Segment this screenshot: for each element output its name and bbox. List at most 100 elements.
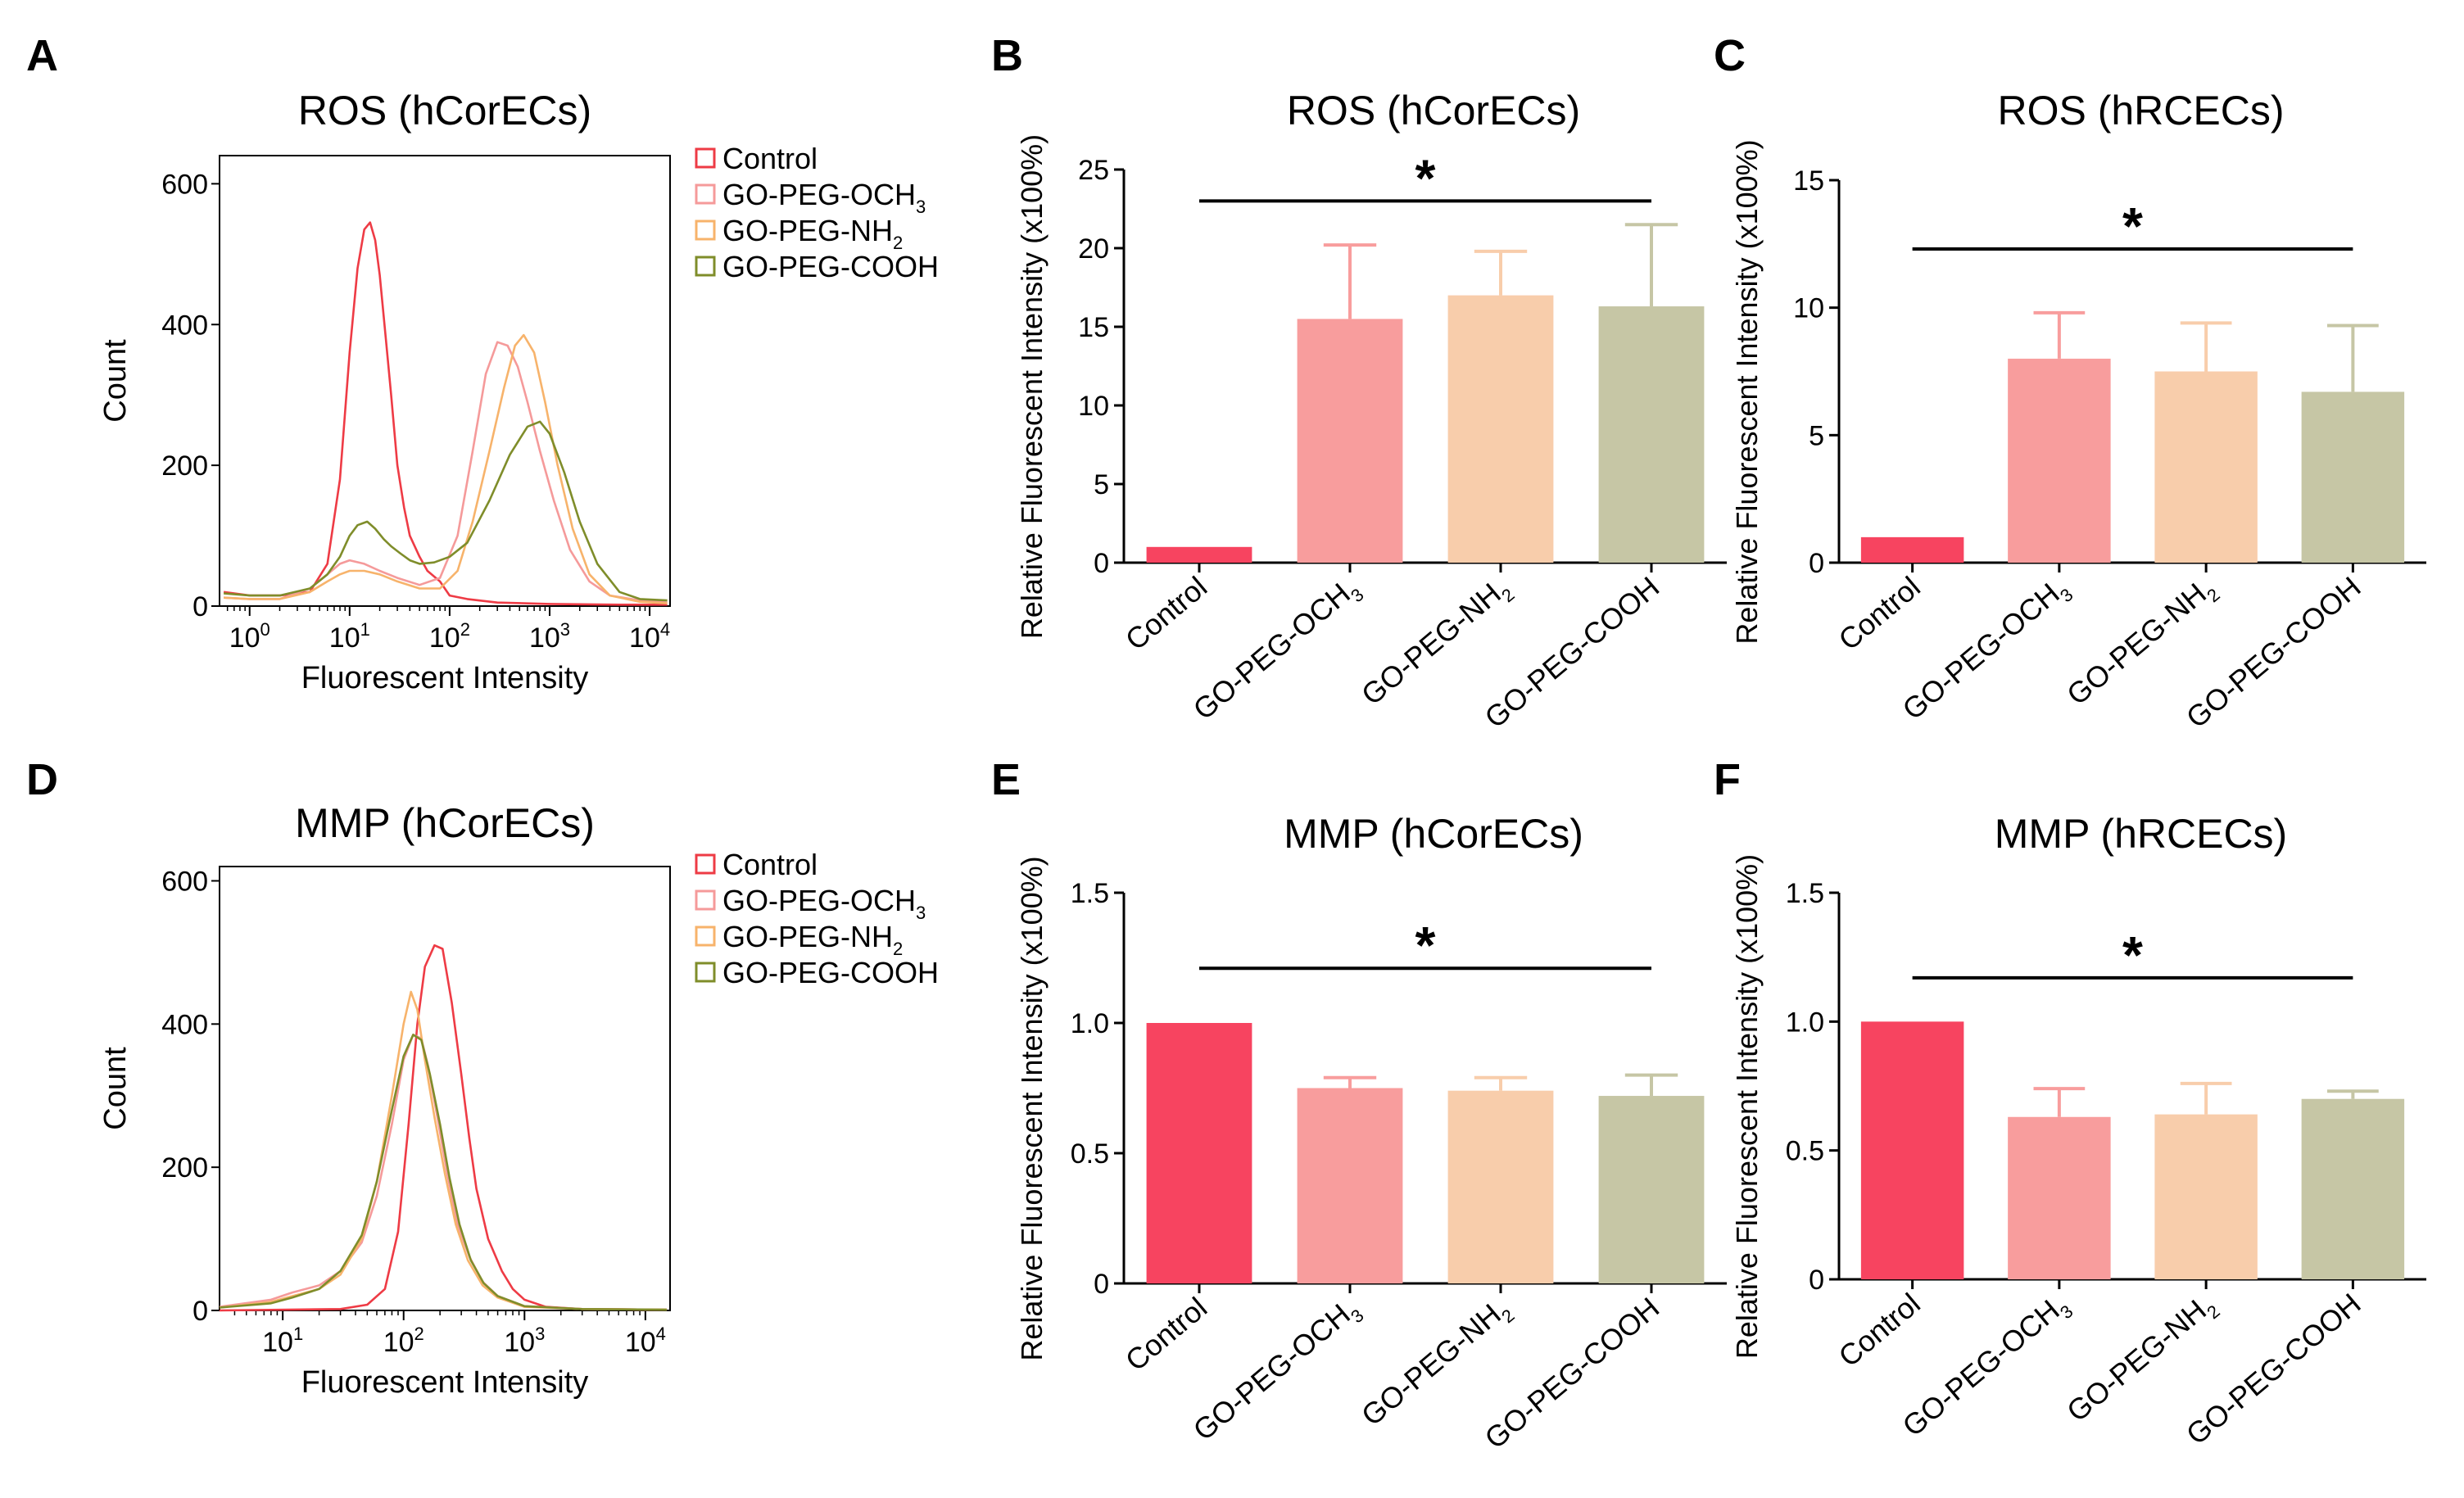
category-label-text: Control — [1832, 1287, 1927, 1374]
series-line-control — [223, 221, 668, 606]
y-axis-label: Relative Fluorescent Intensity (x100%) — [1730, 139, 1764, 644]
x-tick-exponent: 3 — [535, 1324, 545, 1344]
y-tick-label: 0 — [192, 591, 208, 622]
legend-entry-text: GO-PEG-NH — [722, 920, 893, 953]
panel-letter-b: B — [991, 31, 1023, 80]
chart-title: ROS (hCorECs) — [298, 88, 591, 134]
y-tick-label: 400 — [161, 310, 208, 341]
chart-title: MMP (hRCECs) — [1995, 811, 2287, 857]
y-tick-label: 1.0 — [1786, 1007, 1824, 1038]
legend-entry: GO-PEG-NH2 — [722, 920, 903, 959]
bar-1 — [1860, 536, 1964, 563]
legend-swatch — [695, 926, 716, 947]
category-label-text: Control — [1832, 570, 1927, 657]
x-tick-base: 10 — [329, 622, 360, 654]
x-tick-label: 103 — [529, 619, 570, 654]
category-label-text: GO-PEG-OCH — [1187, 577, 1357, 726]
legend-entry: GO-PEG-OCH3 — [722, 884, 926, 923]
bar-3 — [1447, 295, 1554, 563]
legend-entry: Control — [722, 848, 818, 881]
bar-panel-e: MMP (hCorECs) 0 0.5 1.0 1.5 Relative Fluoresc… — [1015, 811, 1727, 1455]
series-line-go-peg-cooh — [223, 420, 668, 602]
legend-swatch — [695, 256, 716, 277]
y-tick-label: 1.5 — [1071, 878, 1109, 909]
y-tick-label: 600 — [161, 866, 208, 897]
legend-swatch — [695, 889, 716, 911]
series-line-go-peg-och3 — [224, 341, 668, 604]
series-line-control — [219, 944, 667, 1312]
y-tick-label: 20 — [1078, 233, 1109, 265]
plot-frame — [219, 866, 671, 1311]
category-label: Control — [1119, 570, 1213, 657]
legend-swatch — [695, 183, 716, 205]
legend-entry-text: GO-PEG-NH — [722, 214, 893, 247]
bar-4 — [2301, 391, 2405, 563]
x-tick-base: 10 — [383, 1327, 414, 1358]
bar-4 — [1598, 1096, 1705, 1283]
bar-3 — [1447, 1090, 1554, 1283]
x-tick-label: 104 — [629, 619, 670, 654]
x-tick-base: 10 — [229, 622, 260, 654]
x-tick-base: 10 — [262, 1327, 293, 1358]
category-label-text: GO-PEG-NH — [2060, 1293, 2213, 1428]
y-tick-label: 1.0 — [1071, 1008, 1109, 1039]
legend-entry-subscript: 2 — [893, 233, 903, 253]
panel-letter-d: D — [26, 755, 58, 804]
category-label: Control — [1119, 1291, 1213, 1378]
bar-3 — [2154, 371, 2258, 563]
series-line-go-peg-cooh — [219, 1034, 667, 1311]
category-label: GO-PEG-OCH3 — [1187, 570, 1368, 731]
legend-entry: GO-PEG-OCH3 — [722, 178, 926, 217]
legend-swatch — [695, 853, 716, 875]
x-tick-label: 101 — [329, 619, 370, 654]
legend-entry: GO-PEG-NH2 — [722, 214, 903, 253]
x-tick-label: 103 — [504, 1324, 545, 1358]
category-label-text: GO-PEG-OCH — [1187, 1297, 1357, 1447]
legend-entry: GO-PEG-COOH — [722, 250, 939, 283]
y-tick-label: 10 — [1793, 293, 1824, 324]
bar-4 — [1598, 306, 1705, 563]
y-axis-label: Relative Fluorescent Intensity (x100%) — [1730, 854, 1764, 1359]
category-label: GO-PEG-NH2 — [1355, 570, 1519, 716]
y-tick-label: 0.5 — [1786, 1136, 1824, 1167]
x-tick-base: 10 — [529, 622, 560, 654]
category-label: Control — [1832, 1287, 1927, 1374]
y-tick-label: 0 — [1809, 548, 1824, 579]
bar-panel-f: MMP (hRCECs) 0 0.5 1.0 1.5 Relative Fluoresce… — [1730, 811, 2426, 1451]
chart-title: ROS (hCorECs) — [1287, 88, 1580, 134]
x-tick-label: 102 — [429, 619, 470, 654]
category-label: GO-PEG-OCH3 — [1187, 1291, 1368, 1451]
x-tick-base: 10 — [625, 1327, 656, 1358]
legend-swatch — [695, 962, 716, 983]
significance-star: * — [2122, 926, 2143, 984]
panel-letter-c: C — [1714, 31, 1746, 80]
y-tick-label: 25 — [1078, 155, 1109, 186]
x-tick-exponent: 4 — [660, 619, 670, 640]
bar-2 — [1297, 319, 1403, 563]
legend-entry-subscript: 3 — [916, 903, 926, 923]
chart-title: MMP (hCorECs) — [1284, 811, 1583, 857]
category-label-text: GO-PEG-NH — [1355, 1297, 1507, 1432]
category-label-text: GO-PEG-NH — [1355, 577, 1507, 712]
bar-1 — [1146, 546, 1252, 563]
y-axis-label: Relative Fluorescent Intensity (x100%) — [1015, 134, 1049, 639]
category-label-text: Control — [1119, 1291, 1213, 1378]
legend-entry-text: GO-PEG-COOH — [722, 250, 939, 283]
bar-2 — [2008, 358, 2111, 563]
y-axis-label: Count — [98, 1047, 133, 1130]
bar-panel-c: ROS (hRCECs) 0 5 10 15 Relative Fluorescent I… — [1730, 88, 2426, 735]
x-tick-base: 10 — [429, 622, 460, 654]
legend-entry: GO-PEG-COOH — [722, 956, 939, 989]
y-axis-label: Relative Fluorescent Intensity (x100%) — [1015, 856, 1049, 1360]
bar-4 — [2301, 1098, 2405, 1279]
y-tick-label: 0 — [1094, 548, 1109, 579]
y-tick-label: 1.5 — [1786, 878, 1824, 909]
significance-star: * — [1415, 148, 1436, 207]
panel-letter-a: A — [26, 31, 58, 80]
bar-2 — [1297, 1088, 1403, 1283]
x-tick-exponent: 1 — [360, 619, 370, 640]
legend-swatch — [695, 147, 716, 169]
x-tick-exponent: 2 — [414, 1324, 424, 1344]
